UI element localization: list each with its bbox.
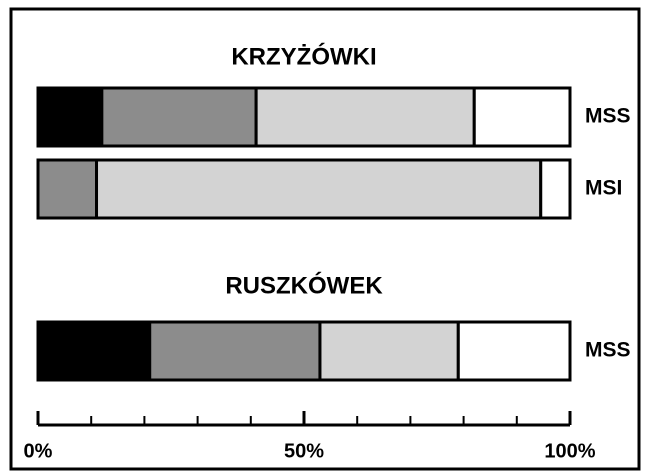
- bar-segment: [472, 86, 572, 148]
- panel-title: KRZYŻÓWKI: [231, 42, 376, 70]
- bar-segment: [456, 320, 572, 382]
- bar-segment: [36, 158, 99, 220]
- bar-segment: [539, 158, 572, 220]
- category-label: MSS: [585, 339, 631, 362]
- bar-segment: [318, 320, 460, 382]
- bar-segment: [148, 320, 322, 382]
- x-tick-label: 50%: [284, 440, 324, 462]
- bar-segment: [36, 86, 104, 148]
- bar-segment: [95, 158, 543, 220]
- bar-segment: [254, 86, 476, 148]
- x-tick-label: 0%: [24, 440, 53, 462]
- frame: [9, 7, 641, 471]
- category-label: MSI: [585, 177, 622, 200]
- x-tick-label: 100%: [544, 440, 595, 462]
- panel-title: RUSZKÓWEK: [225, 271, 383, 299]
- category-label: MSS: [585, 105, 631, 128]
- bar-segment: [100, 86, 258, 148]
- bar-segment: [36, 320, 152, 382]
